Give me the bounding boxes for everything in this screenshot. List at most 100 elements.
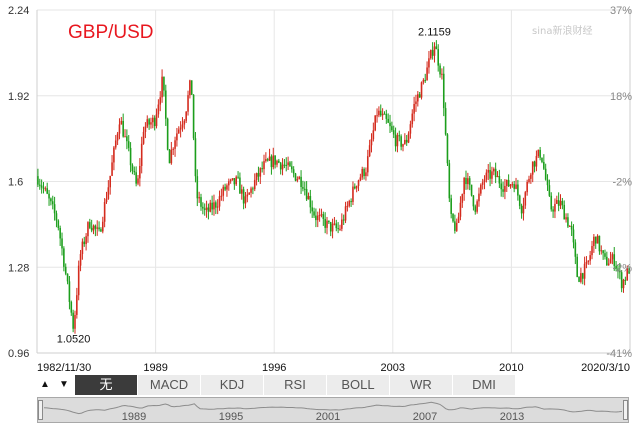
candle-body <box>359 177 362 181</box>
candle-body <box>530 174 532 179</box>
tab-rsi[interactable]: RSI <box>264 375 327 395</box>
candle-body <box>444 108 447 135</box>
candle-body <box>328 220 330 223</box>
candle-body <box>504 185 506 192</box>
candle-body <box>94 225 97 229</box>
candle-body <box>50 198 52 202</box>
candle-body <box>546 179 549 186</box>
chart-title: GBP/USD <box>68 22 154 43</box>
percent-tick-label: 37% <box>610 5 632 17</box>
y-tick-label: 2.24 <box>8 5 29 17</box>
navigator-series-line <box>43 401 623 415</box>
candle-body <box>402 144 404 147</box>
candle-body <box>101 221 104 232</box>
tab-none[interactable]: 无 <box>75 375 138 395</box>
candle-body <box>455 222 458 231</box>
navigator-left-handle[interactable] <box>38 400 43 420</box>
candle-body <box>446 134 449 164</box>
candle-body <box>387 118 389 123</box>
candle-body <box>487 169 490 173</box>
candle-body <box>131 165 134 172</box>
candle-body <box>563 204 566 220</box>
candle-body <box>64 266 67 274</box>
candle-body <box>181 124 184 128</box>
candle-body <box>96 227 99 229</box>
candle-body <box>600 250 603 252</box>
candle-body <box>316 215 319 221</box>
candle-body <box>429 50 432 59</box>
candle-body <box>383 113 386 115</box>
candle-body <box>433 46 436 56</box>
candle-body <box>531 161 534 175</box>
candle-body <box>422 79 425 83</box>
candle-body <box>391 126 393 131</box>
candle-body <box>392 130 395 135</box>
candle-body <box>276 160 278 165</box>
tab-macd[interactable]: MACD <box>138 375 201 395</box>
candle-body <box>289 162 291 167</box>
candle-body <box>253 179 256 190</box>
triangle-down-icon[interactable]: ▼ <box>59 379 69 390</box>
tab-dmi[interactable]: DMI <box>453 375 516 395</box>
candle-body <box>66 273 69 282</box>
candle-body <box>366 156 369 173</box>
candle-body <box>231 178 234 180</box>
candle-body <box>346 205 349 207</box>
candle-body <box>252 188 254 190</box>
candle-body <box>105 198 108 203</box>
candle-body <box>303 188 306 190</box>
candle-body <box>559 200 562 206</box>
candle-body <box>307 195 310 200</box>
candle-body <box>502 189 504 192</box>
candle-body <box>53 204 56 214</box>
candle-body <box>463 177 465 195</box>
y-axis-price-ticks: 2.24 1.92 1.6 1.28 0.96 <box>8 5 29 360</box>
candle-body <box>613 254 616 266</box>
candle-body <box>428 58 430 68</box>
candle-body <box>300 176 302 187</box>
candle-body <box>561 200 564 205</box>
candle-body <box>218 196 221 207</box>
candle-body <box>61 238 63 249</box>
candle-body <box>109 175 111 188</box>
candle-body <box>202 206 204 209</box>
candle-body <box>324 218 326 228</box>
candle-body <box>74 314 76 329</box>
triangle-up-icon[interactable]: ▲ <box>40 379 50 390</box>
candle-body <box>272 155 275 168</box>
candle-body <box>609 259 612 264</box>
candle-body <box>185 111 187 121</box>
x-axis-ticks: 1982/11/30 1989 1996 2003 2010 2020/3/10 <box>37 362 630 372</box>
percent-tick-label: -2% <box>612 177 632 189</box>
candle-body <box>77 265 80 296</box>
candle-body <box>492 168 495 172</box>
candle-body <box>439 65 441 75</box>
candle-body <box>168 149 171 164</box>
navigator-right-handle[interactable] <box>623 400 628 420</box>
candle-body <box>474 206 477 212</box>
candle-body <box>628 268 630 274</box>
tab-boll[interactable]: BOLL <box>327 375 390 395</box>
range-navigator[interactable]: 1989 1995 2001 2007 2013 <box>37 397 629 423</box>
navigator-year-label: 2007 <box>413 411 437 422</box>
candle-body <box>509 184 512 187</box>
tab-kdj[interactable]: KDJ <box>201 375 264 395</box>
candle-body <box>465 177 467 185</box>
candle-body <box>331 223 334 232</box>
candle-body <box>344 206 347 221</box>
candle-body <box>126 136 128 142</box>
candle-body <box>337 228 339 230</box>
tab-wr[interactable]: WR <box>390 375 453 395</box>
candle-body <box>213 202 215 210</box>
candle-body <box>270 156 273 168</box>
candle-body <box>498 175 501 184</box>
candle-body <box>70 301 73 313</box>
candle-body <box>622 279 625 289</box>
sina-watermark: sina新浪财经 <box>532 24 592 37</box>
candle-body <box>40 185 43 188</box>
candle-body <box>174 140 176 149</box>
candle-body <box>568 225 571 227</box>
candle-body <box>113 147 115 163</box>
candle-body <box>194 138 197 177</box>
candle-body <box>548 185 551 196</box>
